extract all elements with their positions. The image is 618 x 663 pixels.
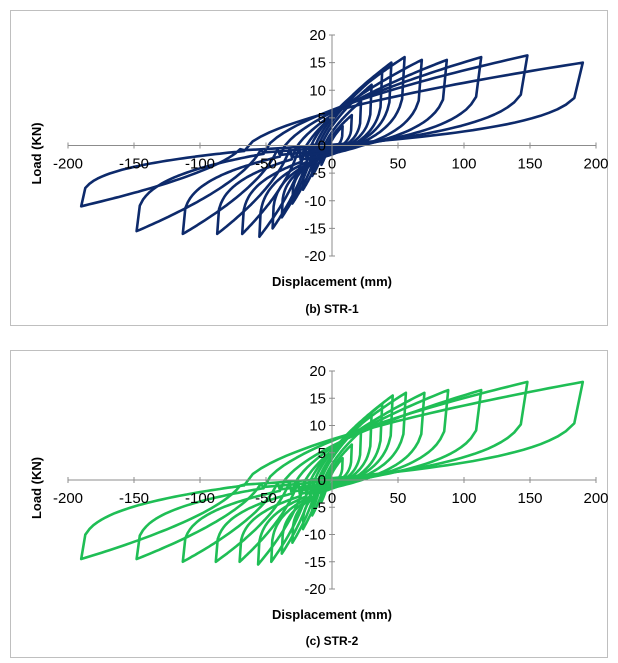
x-axis-title-str-1: Displacement (mm) <box>272 274 392 289</box>
hysteresis-loop-str-1-9 <box>215 58 449 236</box>
y-tick-label: 20 <box>309 27 326 44</box>
x-tick-label: 150 <box>517 156 542 173</box>
y-tick-label: 10 <box>309 82 326 99</box>
y-tick-label: 0 <box>318 138 326 155</box>
y-tick-label: 15 <box>309 390 326 407</box>
x-tick-label: -50 <box>255 156 277 173</box>
x-tick-label: 150 <box>517 490 542 507</box>
x-tick-label: 50 <box>390 156 407 173</box>
y-tick-label: 15 <box>309 55 326 72</box>
y-tick-label: 20 <box>309 363 326 380</box>
y-tick-label: -10 <box>304 527 326 544</box>
hysteresis-loop-str-1-12 <box>79 61 585 208</box>
chart-caption-str-1: (b) STR-1 <box>305 302 359 316</box>
y-tick-label: -20 <box>304 581 326 598</box>
y-tick-label: -5 <box>313 499 326 516</box>
x-tick-label: -150 <box>119 490 149 507</box>
x-axis-title-str-2: Displacement (mm) <box>272 607 392 622</box>
y-axis-title-str-2: Load (KN) <box>29 457 44 519</box>
y-tick-label: -15 <box>304 220 326 237</box>
hysteresis-loop-str-2-11 <box>135 380 529 561</box>
x-tick-label: 50 <box>390 490 407 507</box>
y-tick-label: 10 <box>309 418 326 435</box>
y-tick-label: 0 <box>318 472 326 489</box>
hysteresis-loop-str-1-10 <box>181 55 483 236</box>
y-tick-label: 5 <box>318 445 326 462</box>
y-tick-label: -20 <box>304 248 326 265</box>
hysteresis-loop-str-1-11 <box>135 54 529 233</box>
chart-panel-str-2: -200 -150 -100 -50 0 50 100 150 200 -20 -15 -10 -5 0 5… <box>10 350 609 658</box>
y-tick-label: -15 <box>304 554 326 571</box>
hysteresis-loop-str-1-8 <box>240 58 424 236</box>
y-tick-label: 5 <box>318 110 326 127</box>
x-tick-label: -100 <box>185 156 215 173</box>
hysteresis-loop-str-2-12 <box>79 380 585 561</box>
x-tick-label: -150 <box>119 156 149 173</box>
x-tick-label: -50 <box>255 490 277 507</box>
x-tick-label: 200 <box>583 490 608 507</box>
y-tick-label: -10 <box>304 193 326 210</box>
y-tick-label: -5 <box>313 165 326 182</box>
x-tick-label: 0 <box>328 490 336 507</box>
y-axis-title-str-1: Load (KN) <box>29 122 44 184</box>
hysteresis-chart-str-1: -200 -150 -100 -50 0 50 100 150 200-20-15-10-505… <box>29 27 609 316</box>
hysteresis-chart-str-2: -200 -150 -100 -50 0 50 100 150 200-20-15-10-505… <box>29 363 609 648</box>
x-tick-label: -200 <box>53 156 83 173</box>
chart-caption-str-2: (c) STR-2 <box>306 634 359 648</box>
hysteresis-loops-str-2 <box>79 380 585 566</box>
x-tick-label: 0 <box>328 156 336 173</box>
x-tick-label: -200 <box>53 490 83 507</box>
x-tick-label: 200 <box>583 156 608 173</box>
x-tick-label: 100 <box>451 490 476 507</box>
hysteresis-loop-str-2-9 <box>214 388 450 564</box>
hysteresis-loops-str-1 <box>79 54 585 238</box>
x-tick-label: -100 <box>185 490 215 507</box>
hysteresis-loop-str-2-8 <box>238 391 426 564</box>
x-tick-label: 100 <box>451 156 476 173</box>
chart-panel-str-1: -200 -150 -100 -50 0 50 100 150 200 -20 -15 -10 -5 0 5… <box>10 10 609 326</box>
